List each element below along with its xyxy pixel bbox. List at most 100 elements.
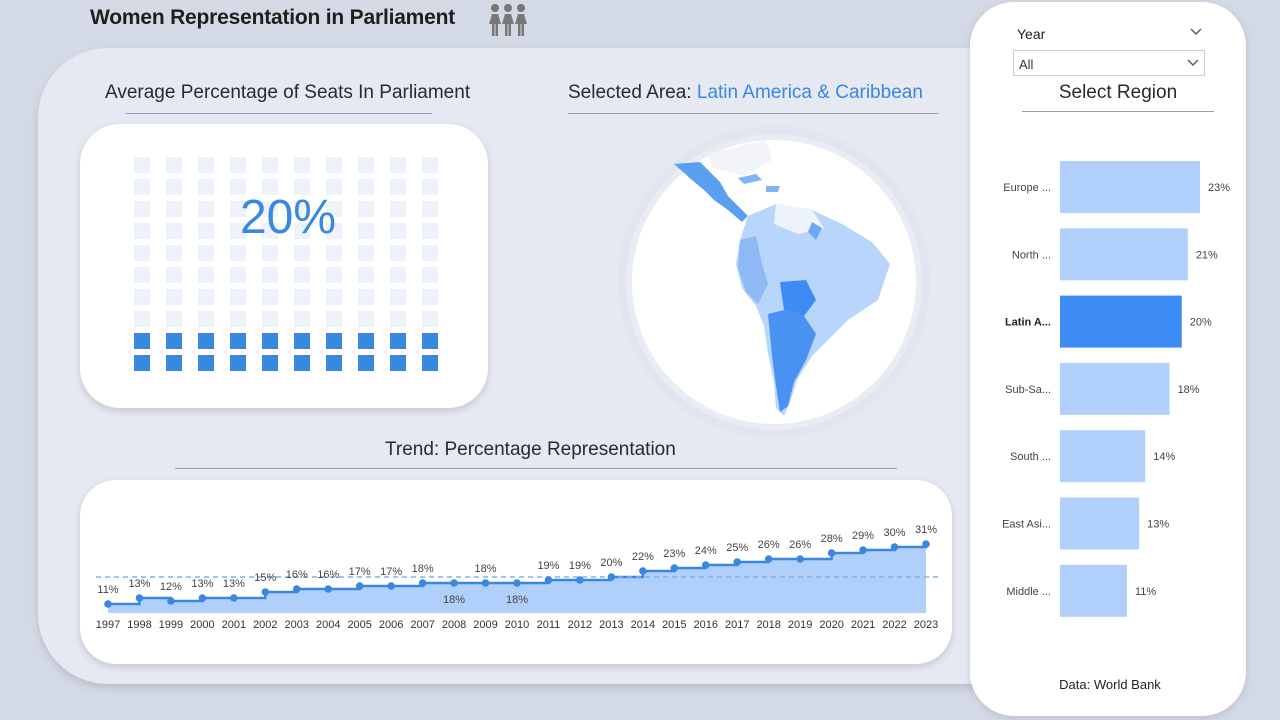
- region-bar-label[interactable]: Middle ...: [1006, 586, 1051, 598]
- waffle-cell: [390, 311, 406, 327]
- trend-section-label: Trend: Percentage Representation: [385, 439, 676, 460]
- trend-x-tick: 2021: [851, 619, 875, 631]
- trend-x-tick: 2018: [756, 619, 780, 631]
- trend-x-tick: 2000: [190, 619, 214, 631]
- trend-x-tick: 2009: [473, 619, 497, 631]
- trend-x-tick: 2023: [914, 619, 938, 631]
- trend-data-label: 30%: [884, 527, 906, 539]
- waffle-cell: [358, 245, 374, 261]
- year-filter-label: Year: [1017, 26, 1046, 42]
- waffle-cell: [294, 157, 310, 173]
- waffle-chart: [134, 157, 438, 371]
- waffle-cell: [166, 201, 182, 217]
- waffle-cell: [326, 245, 342, 261]
- trend-point[interactable]: [859, 546, 867, 554]
- map-section-prefix: Selected Area:: [568, 82, 697, 103]
- waffle-cell: [134, 179, 150, 195]
- waffle-cell: [134, 245, 150, 261]
- trend-point[interactable]: [607, 573, 616, 581]
- region-bar-label[interactable]: Sub-Sa...: [1005, 384, 1051, 396]
- chevron-down-icon[interactable]: [1188, 24, 1204, 40]
- trend-point[interactable]: [198, 594, 207, 602]
- trend-data-label: 16%: [317, 569, 339, 581]
- year-dropdown-value: All: [1019, 57, 1034, 72]
- waffle-cell: [358, 201, 374, 217]
- trend-data-label: 18%: [506, 594, 528, 606]
- region-bar-label[interactable]: North ...: [1012, 249, 1051, 261]
- waffle-cell: [326, 355, 342, 371]
- waffle-cell: [166, 179, 182, 195]
- region-bar-value: 14%: [1153, 451, 1175, 463]
- waffle-cell: [358, 355, 374, 371]
- trend-point[interactable]: [230, 594, 238, 602]
- trend-point[interactable]: [324, 585, 333, 593]
- region-bar-label[interactable]: Europe ...: [1003, 182, 1051, 194]
- trend-point[interactable]: [922, 540, 930, 548]
- region-bar[interactable]: [1060, 497, 1140, 550]
- trend-x-tick: 2015: [662, 619, 686, 631]
- region-bar[interactable]: [1060, 430, 1146, 483]
- trend-point[interactable]: [418, 579, 427, 587]
- trend-point[interactable]: [544, 576, 553, 584]
- waffle-cell: [294, 201, 310, 217]
- waffle-cell: [358, 179, 374, 195]
- trend-chart[interactable]: 11% 1997 13% 1998 12% 1999 13% 2000 13% 2001 15% 20…: [80, 480, 952, 664]
- chevron-down-icon[interactable]: [1186, 56, 1200, 70]
- trend-point[interactable]: [576, 576, 584, 584]
- trend-point[interactable]: [764, 555, 773, 563]
- trend-data-label: 26%: [758, 539, 780, 551]
- year-dropdown[interactable]: [1013, 50, 1205, 76]
- region-bar[interactable]: [1060, 295, 1182, 348]
- waffle-cell: [262, 223, 278, 239]
- waffle-cell: [326, 289, 342, 305]
- trend-point[interactable]: [827, 549, 836, 557]
- trend-point[interactable]: [167, 597, 175, 605]
- waffle-cell: [422, 333, 438, 349]
- waffle-cell: [198, 157, 214, 173]
- trend-point[interactable]: [796, 555, 804, 563]
- waffle-cell: [198, 311, 214, 327]
- region-bar-chart[interactable]: Europe ... 23% North ... 21% Latin A... 20% Su…: [970, 140, 1246, 630]
- trend-point[interactable]: [450, 579, 458, 587]
- region-bar[interactable]: [1060, 161, 1200, 213]
- trend-point[interactable]: [261, 588, 270, 596]
- trend-point[interactable]: [481, 579, 490, 587]
- waffle-cell: [294, 267, 310, 283]
- trend-point[interactable]: [104, 600, 112, 608]
- waffle-cell: [134, 311, 150, 327]
- region-bar-label[interactable]: East Asi...: [1002, 519, 1051, 531]
- region-bar-label[interactable]: Latin A...: [1005, 317, 1051, 329]
- trend-point[interactable]: [639, 567, 647, 575]
- trend-x-tick: 2002: [253, 619, 277, 631]
- trend-point[interactable]: [701, 561, 710, 569]
- trend-data-label: 26%: [789, 539, 811, 551]
- waffle-cell: [134, 289, 150, 305]
- waffle-cell: [166, 333, 182, 349]
- region-title-underline: [1022, 111, 1214, 112]
- trend-point[interactable]: [733, 558, 742, 566]
- waffle-cell: [166, 355, 182, 371]
- trend-point[interactable]: [355, 582, 364, 590]
- trend-point[interactable]: [292, 585, 301, 593]
- waffle-cell: [230, 223, 246, 239]
- region-bar[interactable]: [1060, 564, 1127, 617]
- trend-point[interactable]: [513, 579, 521, 587]
- region-bar-value: 18%: [1178, 384, 1200, 396]
- trend-x-tick: 2001: [222, 619, 246, 631]
- trend-data-label: 22%: [632, 551, 654, 563]
- waffle-cell: [230, 179, 246, 195]
- region-bar[interactable]: [1060, 228, 1188, 281]
- latin-america-map-icon[interactable]: [616, 124, 932, 440]
- trend-point[interactable]: [890, 543, 899, 551]
- waffle-cell: [390, 333, 406, 349]
- waffle-cell: [326, 311, 342, 327]
- waffle-cell: [326, 267, 342, 283]
- trend-point[interactable]: [387, 582, 395, 590]
- waffle-cell: [262, 179, 278, 195]
- waffle-cell: [262, 267, 278, 283]
- trend-point[interactable]: [670, 564, 679, 572]
- trend-data-label: 13%: [128, 578, 150, 590]
- region-bar[interactable]: [1060, 362, 1170, 415]
- trend-point[interactable]: [135, 594, 144, 602]
- region-bar-label[interactable]: South ...: [1010, 451, 1051, 463]
